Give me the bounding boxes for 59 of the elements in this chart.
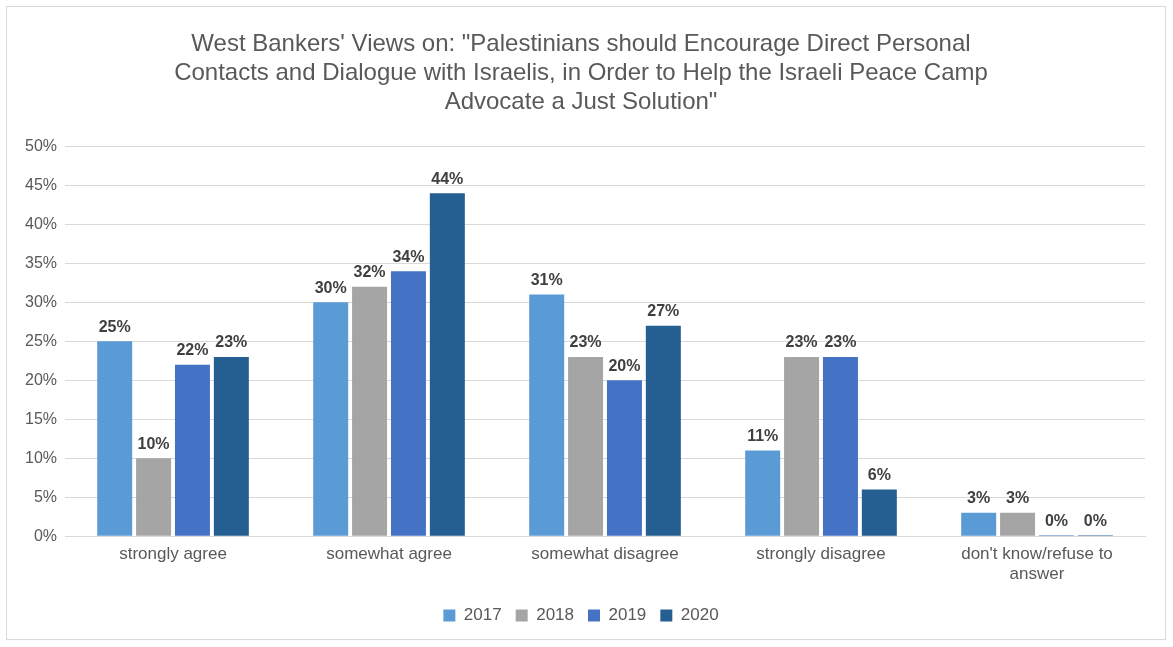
data-label: 32% bbox=[353, 263, 386, 281]
y-tick-label: 40% bbox=[24, 214, 58, 232]
data-label: 22% bbox=[176, 341, 209, 359]
y-tick-label: 15% bbox=[24, 409, 58, 427]
data-label: 6% bbox=[867, 465, 891, 483]
bar bbox=[174, 364, 210, 536]
data-label: 23% bbox=[824, 333, 857, 351]
y-tick-label: 25% bbox=[24, 331, 58, 349]
legend-label: 2017 bbox=[463, 605, 502, 625]
data-label: 27% bbox=[647, 302, 680, 320]
x-tick-label: somewhat disagree bbox=[531, 544, 679, 564]
y-tick-label: 30% bbox=[24, 292, 58, 310]
x-tick-label: strongly agree bbox=[119, 544, 227, 564]
bar bbox=[352, 286, 388, 536]
y-tick-label: 35% bbox=[24, 253, 58, 271]
data-label: 0% bbox=[1083, 511, 1107, 529]
x-tick-label: don't know/refuse to answer bbox=[961, 544, 1113, 584]
data-label: 20% bbox=[608, 356, 641, 374]
legend-label: 2019 bbox=[608, 605, 647, 625]
bar bbox=[568, 356, 604, 536]
data-label: 23% bbox=[215, 333, 248, 351]
bar bbox=[313, 302, 349, 536]
bar bbox=[429, 193, 465, 536]
data-label: 10% bbox=[137, 434, 170, 452]
bar bbox=[136, 458, 172, 536]
data-label: 30% bbox=[314, 278, 347, 296]
data-label: 23% bbox=[785, 333, 818, 351]
bar bbox=[784, 356, 820, 536]
chart-title: West Bankers' Views on: "Palestinians should Encourage Direct Personal Contacts and Dialogue with Israelis, in Order to Help the Israeli Peace Camp Advocate a Just Solution" bbox=[174, 29, 988, 114]
data-label: 0% bbox=[1044, 511, 1068, 529]
y-tick-label: 50% bbox=[24, 136, 58, 154]
data-label: 11% bbox=[747, 426, 779, 444]
x-tick-label: somewhat agree bbox=[326, 544, 452, 564]
data-label: 34% bbox=[392, 247, 425, 265]
y-tick-label: 20% bbox=[24, 370, 58, 388]
bar bbox=[961, 512, 997, 536]
y-tick-label: 10% bbox=[24, 448, 58, 466]
bar bbox=[529, 294, 565, 536]
data-label: 44% bbox=[431, 169, 464, 187]
data-label: 31% bbox=[530, 270, 563, 288]
x-tick-label: strongly disagree bbox=[756, 544, 886, 564]
data-label: 23% bbox=[569, 333, 602, 351]
bar bbox=[1000, 512, 1036, 536]
legend-label: 2018 bbox=[536, 605, 575, 625]
bar bbox=[645, 325, 681, 536]
bar bbox=[606, 380, 642, 536]
bar bbox=[97, 341, 133, 536]
y-tick-label: 45% bbox=[24, 175, 58, 193]
bar bbox=[745, 450, 781, 536]
bar bbox=[213, 356, 249, 536]
bar bbox=[861, 489, 897, 536]
legend-label: 2020 bbox=[680, 605, 719, 625]
data-label: 3% bbox=[967, 489, 991, 507]
data-label: 25% bbox=[98, 317, 131, 335]
data-label: 3% bbox=[1006, 489, 1030, 507]
y-tick-label: 0% bbox=[33, 526, 58, 544]
bar bbox=[822, 356, 858, 536]
bar bbox=[390, 271, 426, 536]
y-tick-label: 5% bbox=[33, 487, 58, 505]
